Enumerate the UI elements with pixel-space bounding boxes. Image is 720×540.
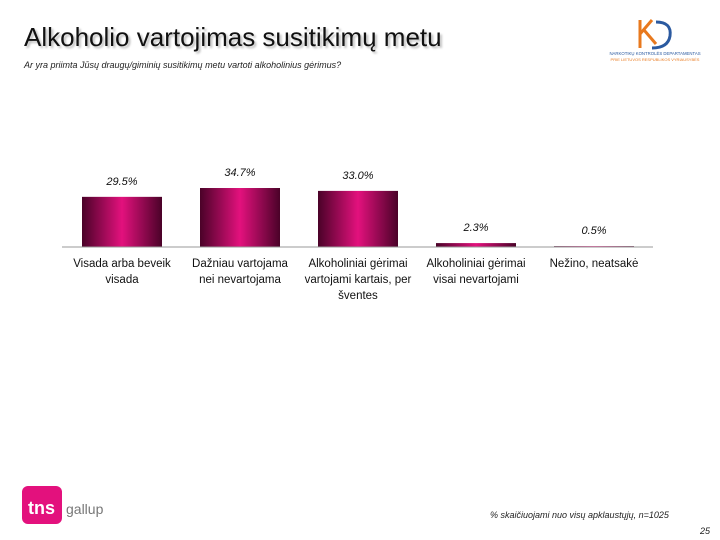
tns-logo: tns gallup — [22, 486, 104, 524]
x-tick-label: Nežino, neatsakė — [549, 258, 639, 270]
brand-text: gallup — [66, 501, 104, 517]
chart-subtitle: Ar yra priimta Jūsų draugų/giminių susit… — [24, 60, 342, 70]
logo-text: PRIE LIETUVOS RESPUBLIKOS VYRIAUSYBĖS — [611, 57, 700, 62]
x-tick-label: Alkoholiniai gėrimai visai nevartojami — [426, 258, 526, 286]
x-tick-label: Visada arba beveik visada — [73, 258, 171, 286]
bar — [436, 243, 516, 247]
x-tick-label: Dažniau vartojama nei nevartojama — [192, 258, 288, 286]
page-number: 25 — [700, 526, 711, 536]
chart: 29.5% 34.7% 33.0% 2.3% 0.5% — [62, 167, 653, 248]
brand-text: tns — [28, 498, 55, 518]
footnote: % skaičiuojami nuo visų apklaustųjų, n=1… — [490, 510, 669, 520]
value-label: 0.5% — [581, 225, 606, 237]
bar — [200, 188, 280, 247]
logo-text: NARKOTIKŲ KONTROLĖS DEPARTAMENTAS — [609, 51, 700, 56]
slide-title: Alkoholio vartojimas susitikimų metu — [24, 22, 442, 52]
value-label: 33.0% — [342, 170, 373, 182]
bar — [82, 196, 162, 247]
x-tick-label: Alkoholiniai gėrimai vartojami kartais, … — [304, 258, 412, 302]
value-label: 2.3% — [462, 222, 488, 234]
nkd-logo: NARKOTIKŲ KONTROLĖS DEPARTAMENTAS PRIE L… — [609, 19, 701, 62]
value-label: 34.7% — [224, 167, 255, 179]
value-label: 29.5% — [105, 176, 137, 188]
bar — [318, 190, 398, 247]
